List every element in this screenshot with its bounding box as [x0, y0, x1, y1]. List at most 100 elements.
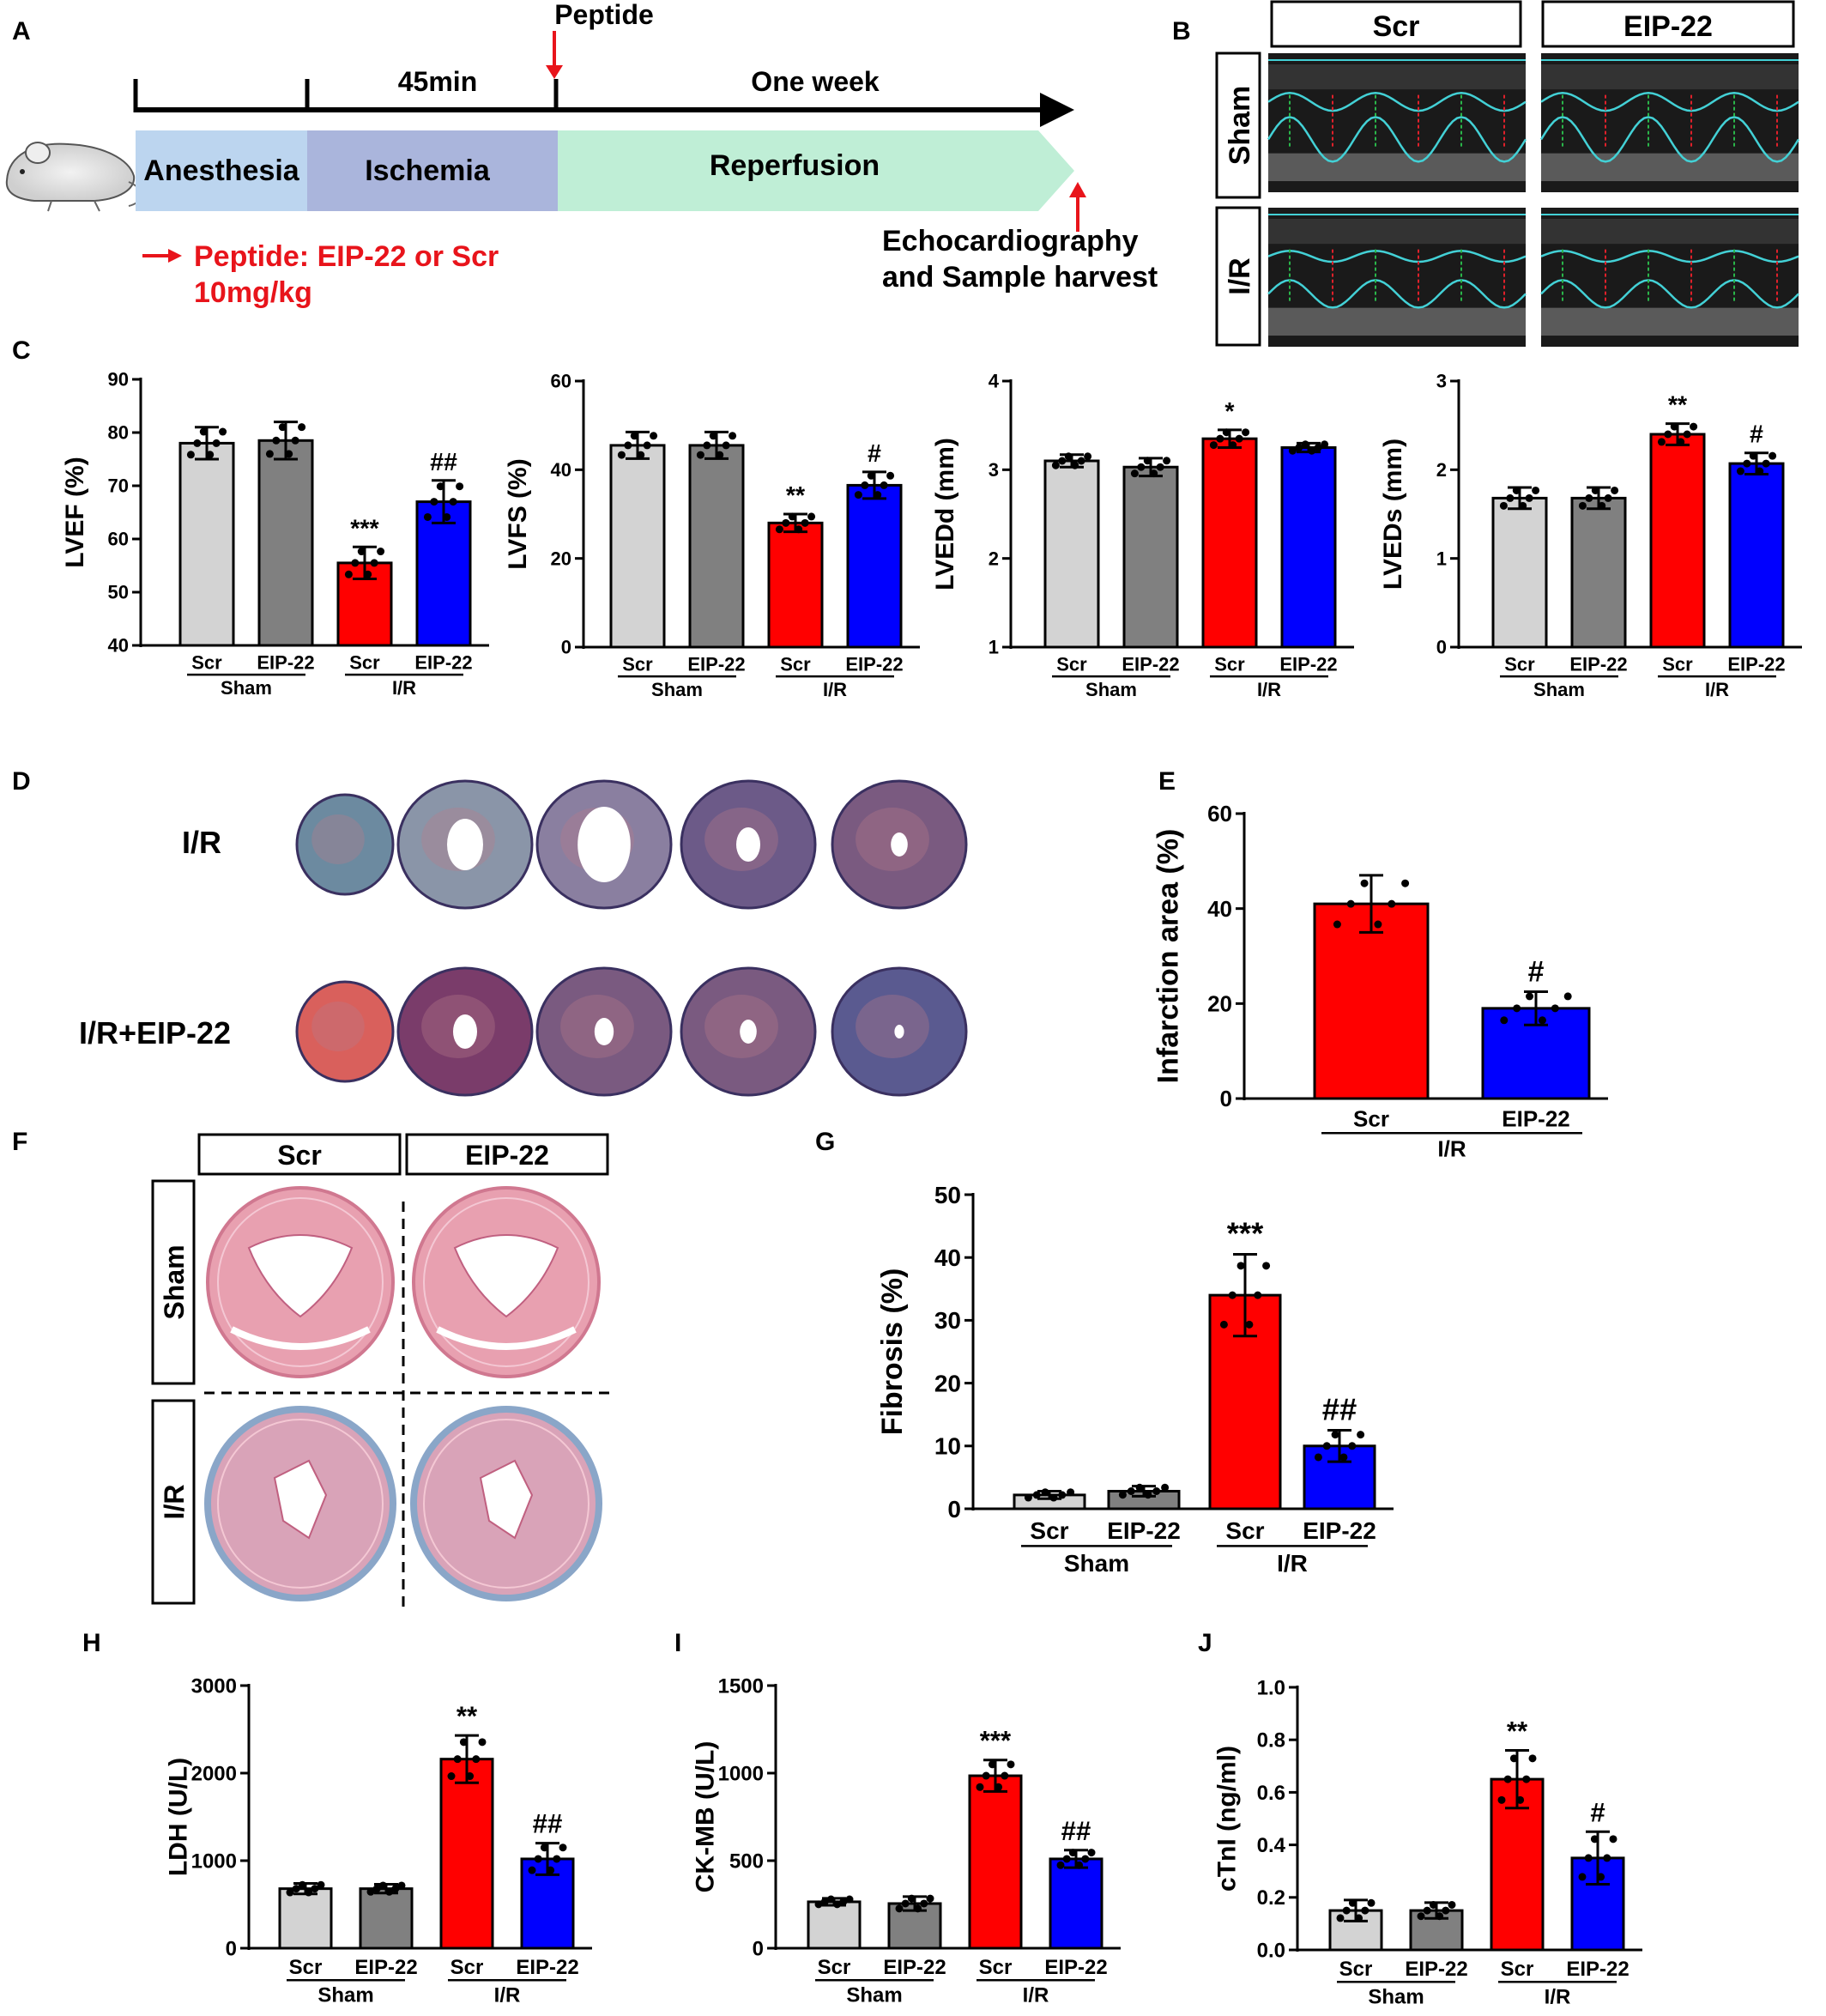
lvedd-significance: * — [1224, 398, 1235, 426]
lvfs-data-point — [617, 451, 626, 459]
ctni-data-point — [1448, 1900, 1456, 1909]
lvef-category-label: EIP-22 — [257, 652, 314, 674]
dose-line1: Peptide: EIP-22 or Scr — [194, 240, 499, 273]
ckmb-significance: *** — [980, 1726, 1012, 1756]
mouse-illustration — [5, 142, 142, 212]
ctni-data-point — [1590, 1835, 1599, 1843]
fibrosis-data-point — [1041, 1488, 1049, 1497]
lveds-data-point — [1657, 438, 1666, 446]
histology-texture — [217, 1197, 384, 1367]
echo-trace — [1267, 92, 1527, 112]
echo-col-scr: Scr — [1373, 10, 1420, 43]
lvfs-data-point — [854, 491, 862, 499]
ckmb-tick-label: 1000 — [718, 1762, 764, 1785]
label-peptide: Peptide — [554, 0, 654, 30]
ctni-data-point — [1578, 1873, 1587, 1881]
heart-slice-lumen — [740, 1020, 757, 1044]
lvef-data-point — [186, 451, 195, 459]
panel-letter-f: F — [12, 1128, 27, 1156]
ctni-data-point — [1417, 1912, 1425, 1921]
lvfs-data-point — [703, 441, 711, 450]
lvedd-bar — [1201, 437, 1258, 649]
fibrosis-data-point — [1236, 1262, 1245, 1270]
lvef-tick-label: 40 — [108, 635, 129, 657]
echo-texture — [1541, 307, 1799, 336]
lvfs-data-point — [861, 481, 869, 489]
lvef-data-point — [344, 570, 353, 578]
echo-texture — [1541, 218, 1799, 245]
lvef-data-point — [206, 451, 215, 459]
lvef-data-point — [443, 512, 451, 521]
lveds-data-point — [1512, 486, 1521, 494]
ctni-data-point — [1348, 1898, 1357, 1907]
lveds-data-point — [1749, 451, 1757, 460]
panel-letter-d: D — [12, 767, 31, 796]
lvef-data-point — [219, 427, 227, 436]
lveds-data-point — [1506, 493, 1515, 502]
lvfs-data-point — [630, 432, 638, 440]
panel-letter-c: C — [12, 336, 31, 365]
lvef-category-label: Scr — [191, 652, 222, 674]
ctni-data-point — [1522, 1775, 1531, 1783]
lvef-data-point — [265, 450, 274, 458]
lvedd-group-label: I/R — [1257, 679, 1281, 700]
infarct-data-point — [1500, 1016, 1509, 1025]
ldh-category-label: EIP-22 — [516, 1956, 578, 1979]
lveds-significance: ** — [1668, 392, 1688, 420]
lveds-data-point — [1756, 467, 1764, 475]
histology-panel: Scr EIP-22 Sham I/R — [151, 1133, 611, 1610]
ctni-tick-label: 0.6 — [1257, 1782, 1285, 1805]
lvef-category-label: EIP-22 — [414, 652, 472, 674]
lvef-data-point — [357, 548, 366, 556]
heart-slice-image — [295, 793, 395, 896]
ckmb-data-point — [833, 1900, 842, 1909]
ctni-tick-label: 1.0 — [1257, 1676, 1285, 1699]
infarct-data-point — [1360, 879, 1369, 887]
lveds-bar — [1491, 496, 1548, 649]
histology-lumen — [230, 1326, 371, 1350]
ldh-group-label: I/R — [494, 1983, 521, 2007]
infarct-data-point — [1333, 920, 1341, 929]
lvedd-data-point — [1051, 461, 1060, 469]
ckmb-data-point — [988, 1760, 996, 1769]
lvfs-data-point — [788, 512, 796, 521]
lveds-data-point — [1677, 438, 1685, 446]
heart-slice-lumen — [577, 807, 631, 882]
lveds-bar — [1649, 433, 1706, 649]
lveds-data-point — [1585, 493, 1593, 502]
ckmb-data-point — [1068, 1849, 1077, 1857]
chart-lvfs: 0 20 40 60 LVFS (%) Scr EIP-22 Scr ** EIP-22 # Sham… — [504, 371, 920, 700]
panel-letter-j: J — [1198, 1629, 1212, 1657]
ldh-data-point — [311, 1885, 319, 1893]
lvfs-data-point — [782, 518, 790, 527]
phase-anesthesia — [136, 130, 307, 211]
lvef-tick-label: 80 — [108, 422, 129, 444]
echo-texture — [1268, 153, 1526, 182]
ckmb-data-point — [901, 1899, 910, 1908]
lvef-data-point — [430, 498, 438, 506]
lveds-category-label: Scr — [1662, 654, 1693, 675]
lveds-data-point — [1664, 430, 1672, 439]
lvedd-data-point — [1058, 457, 1067, 465]
ckmb-data-point — [1075, 1861, 1084, 1869]
heart-row-ir-eip22: I/R+EIP-22 — [79, 1015, 231, 1050]
infarct-data-point — [1563, 992, 1572, 1001]
ctni-data-point — [1342, 1906, 1351, 1915]
ldh-data-point — [385, 1887, 394, 1896]
ckmb-category-label: Scr — [979, 1956, 1013, 1979]
echo-trace — [1267, 116, 1527, 163]
lvfs-data-point — [637, 451, 645, 459]
heart-slice-texture — [856, 995, 929, 1058]
ckmb-bar — [968, 1774, 1023, 1950]
lvfs-data-point — [880, 481, 888, 489]
ctni-data-point — [1336, 1914, 1345, 1922]
chart-ckmb: 0 500 1000 1500 CK-MB (U/L) Scr EIP-22 Scr *** EI… — [692, 1674, 1121, 2007]
ctni-category-label: Scr — [1339, 1958, 1373, 1981]
lveds-significance: # — [1750, 421, 1763, 449]
lvef-bar — [178, 441, 235, 647]
lvedd-tick-label: 1 — [989, 637, 999, 658]
lvedd-data-point — [1084, 452, 1092, 461]
ctni-data-point — [1609, 1835, 1617, 1843]
histo-col-eip22: EIP-22 — [465, 1140, 549, 1171]
fibrosis-tick-label: 10 — [934, 1433, 961, 1460]
